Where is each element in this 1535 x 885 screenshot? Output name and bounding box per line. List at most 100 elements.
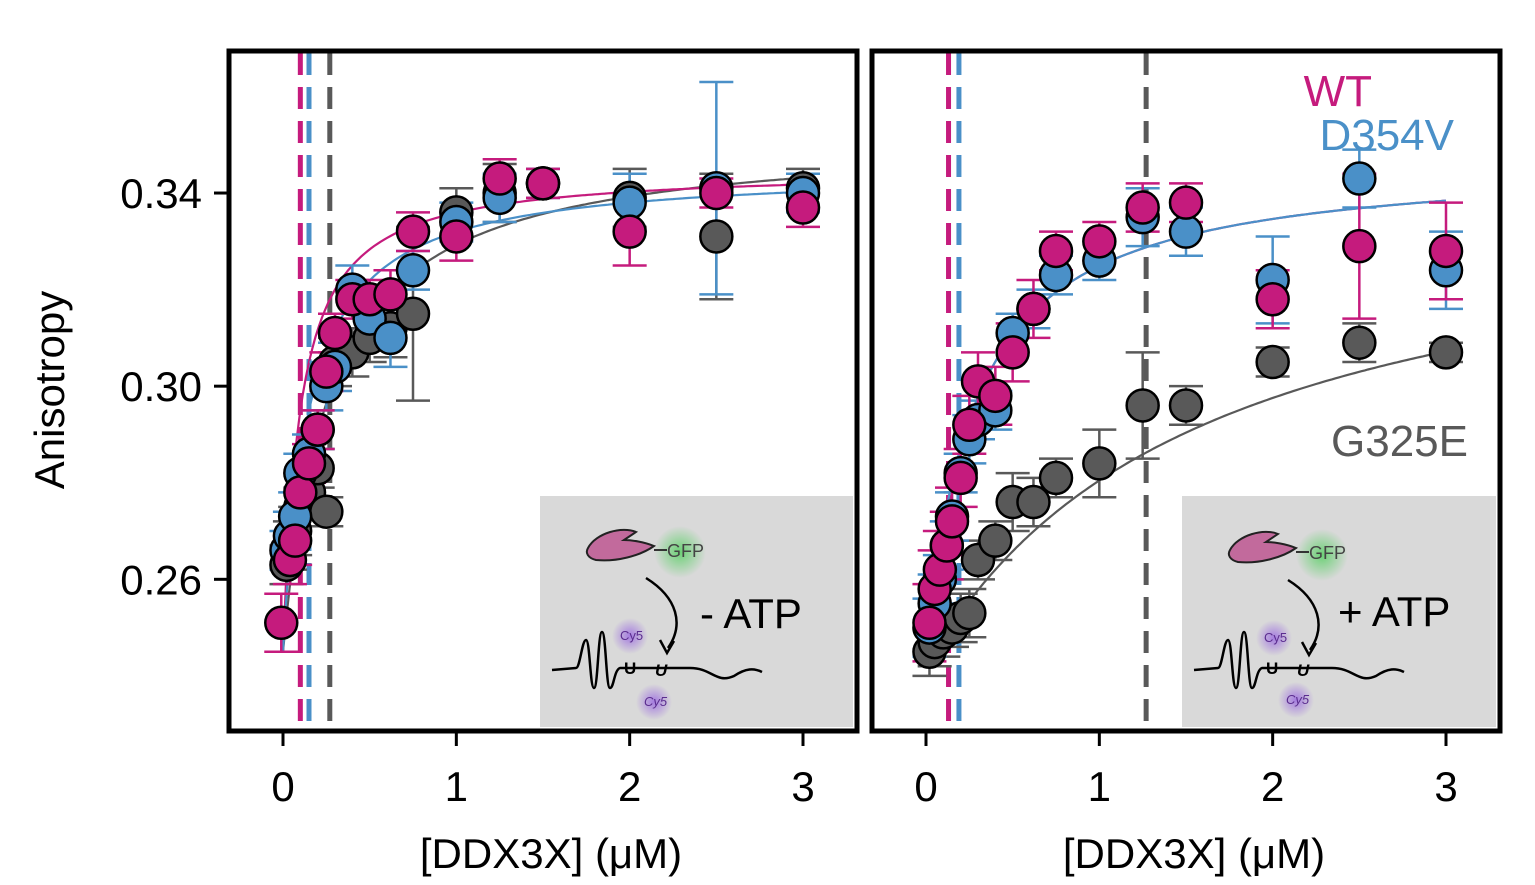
right-arrow-head-icon	[1300, 641, 1318, 658]
data-point-wt	[1082, 224, 1117, 259]
x-tick-label: 0	[271, 763, 294, 810]
data-point-wt	[612, 214, 647, 249]
left-gfp-glow	[654, 526, 706, 578]
data-point-wt	[699, 175, 734, 211]
data-point-g325e	[952, 595, 987, 631]
right-x-axis-label: [DDX3X] (μM)	[1063, 830, 1325, 877]
left-inset: GFP Cy5 Cy5 U U - ATP	[540, 496, 853, 727]
data-point-wt	[264, 605, 299, 641]
right-cy5-bottom-glow	[1278, 682, 1314, 718]
data-point-wt	[309, 354, 344, 389]
data-point-wt	[934, 504, 970, 539]
fit-curve-g325e	[925, 350, 1447, 667]
x-tick-label: 2	[1261, 763, 1284, 810]
y-tick-label: 0.26	[120, 556, 202, 603]
left-y-axis: 0.26 0.30 0.34	[120, 170, 227, 603]
data-point-g325e	[1168, 388, 1204, 423]
y-tick-label: 0.34	[120, 170, 202, 217]
left-gfp-label: GFP	[667, 541, 704, 561]
legend-g325e: G325E	[1331, 417, 1468, 466]
data-point-g325e	[1016, 484, 1051, 520]
data-point-wt	[912, 605, 947, 641]
left-data-points	[264, 161, 821, 641]
left-protein-icon	[585, 528, 657, 562]
right-data-points	[912, 161, 1464, 669]
left-inset-background	[540, 496, 853, 727]
data-point-wt	[1038, 233, 1074, 269]
right-u1-label: U	[1266, 659, 1278, 678]
right-condition-label: + ATP	[1338, 588, 1450, 635]
data-point-wt	[300, 412, 335, 447]
data-point-g325e	[1082, 446, 1117, 481]
data-point-wt	[277, 523, 313, 558]
data-point-wt	[952, 407, 987, 443]
right-cy5-top-glow	[1256, 620, 1292, 656]
data-point-g325e	[1428, 335, 1464, 370]
left-kd-lines	[297, 53, 333, 729]
data-point-wt	[291, 446, 327, 481]
legend-d354v: D354V	[1319, 111, 1454, 160]
left-x-axis: 0 1 2 3	[271, 733, 815, 810]
data-point-wt	[317, 315, 353, 351]
x-tick-label: 3	[791, 763, 814, 810]
right-inset-background	[1182, 496, 1496, 727]
data-point-wt	[943, 460, 978, 496]
data-point-wt	[373, 277, 408, 312]
data-point-g325e	[1255, 344, 1290, 380]
left-cy5-bottom-glow	[636, 684, 672, 720]
left-condition-label: - ATP	[700, 590, 802, 637]
x-tick-label: 0	[914, 763, 937, 810]
data-point-g325e	[1038, 460, 1074, 496]
x-tick-label: 3	[1434, 763, 1457, 810]
left-plot-frame	[226, 48, 860, 734]
y-tick-label: 0.30	[120, 363, 202, 410]
right-protein-icon	[1227, 530, 1299, 564]
left-u1-label: U	[624, 659, 636, 678]
right-x-axis: 0 1 2 3	[914, 733, 1458, 810]
left-arrow-head-icon	[658, 639, 676, 656]
data-point-wt	[1342, 228, 1377, 264]
right-inset: GFP Cy5 Cy5 U U + ATP	[1182, 496, 1496, 727]
data-point-wt	[1125, 190, 1160, 225]
data-point-wt	[1428, 233, 1464, 269]
legend: WT D354V G325E	[1304, 67, 1468, 466]
left-x-axis-label: [DDX3X] (μM)	[420, 830, 682, 877]
left-u2-label: U	[655, 661, 668, 680]
left-cy5-bottom-label: Cy5	[644, 694, 668, 709]
data-point-d354v	[612, 185, 647, 220]
data-point-wt	[395, 214, 431, 249]
data-point-d354v	[1168, 214, 1204, 249]
right-cy5-top-label: Cy5	[1264, 630, 1287, 645]
data-point-wt	[482, 161, 517, 196]
data-point-g325e	[699, 219, 734, 254]
data-point-g325e	[1125, 388, 1160, 423]
data-point-g325e	[395, 296, 431, 331]
y-axis-label: Anisotropy	[26, 291, 73, 489]
right-u2-label: U	[1297, 661, 1310, 680]
left-cy5-top-glow	[612, 618, 648, 654]
data-point-wt	[1168, 185, 1204, 220]
data-point-wt	[1255, 282, 1290, 317]
data-point-wt	[439, 219, 474, 254]
data-point-wt	[525, 166, 561, 201]
data-point-wt	[995, 335, 1030, 370]
legend-wt: WT	[1304, 67, 1372, 116]
left-binding-arrow	[645, 576, 678, 649]
data-point-d354v	[373, 320, 408, 356]
right-gfp-glow	[1296, 529, 1348, 581]
left-rna-strand	[551, 630, 763, 690]
x-tick-label: 2	[618, 763, 641, 810]
right-binding-arrow	[1287, 578, 1320, 651]
right-gfp-label: GFP	[1309, 543, 1346, 563]
data-point-g325e	[1342, 325, 1377, 360]
data-point-wt	[978, 378, 1013, 414]
data-point-wt	[1016, 291, 1051, 327]
x-tick-label: 1	[1088, 763, 1111, 810]
right-cy5-bottom-label: Cy5	[1286, 692, 1310, 707]
data-point-wt	[283, 475, 318, 510]
data-point-d354v	[1342, 161, 1377, 196]
right-plot-frame	[869, 48, 1503, 734]
